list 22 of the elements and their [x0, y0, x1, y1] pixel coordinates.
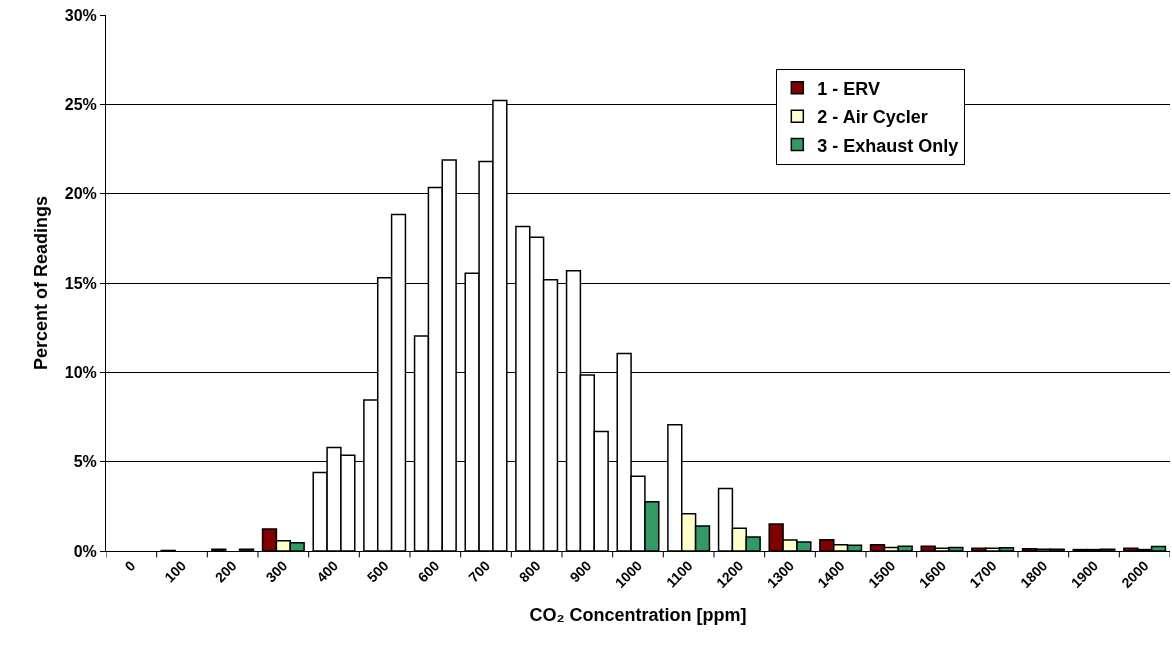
y-tick-label: 30% — [64, 6, 97, 24]
x-tick-label: 100 — [161, 557, 190, 586]
legend-label: 1 - ERV — [817, 78, 881, 99]
x-tick-label: 0 — [121, 557, 139, 575]
legend-label: 2 - Air Cycler — [817, 107, 928, 128]
x-tick-label: 400 — [313, 557, 342, 586]
y-tick-label: 25% — [64, 95, 97, 113]
x-tick-label: 300 — [262, 557, 291, 586]
x-axis-title: CO₂ Concentration [ppm] — [529, 605, 747, 625]
y-tick-label: 5% — [73, 453, 97, 471]
x-tick-label: 200 — [211, 557, 240, 586]
x-tick-label: 700 — [465, 557, 494, 586]
y-axis-title: Percent of Readings — [30, 195, 51, 371]
y-tick-label: 0% — [73, 542, 97, 560]
y-tick-label: 20% — [64, 185, 97, 203]
x-tick-label: 600 — [414, 557, 443, 586]
y-tick-label: 10% — [64, 363, 97, 381]
x-tick-label: 900 — [566, 557, 595, 586]
legend-label: 3 - Exhaust Only — [817, 135, 959, 156]
x-tick-label: 500 — [363, 557, 392, 586]
x-tick-label: 800 — [515, 557, 544, 586]
y-tick-label: 15% — [64, 274, 97, 292]
